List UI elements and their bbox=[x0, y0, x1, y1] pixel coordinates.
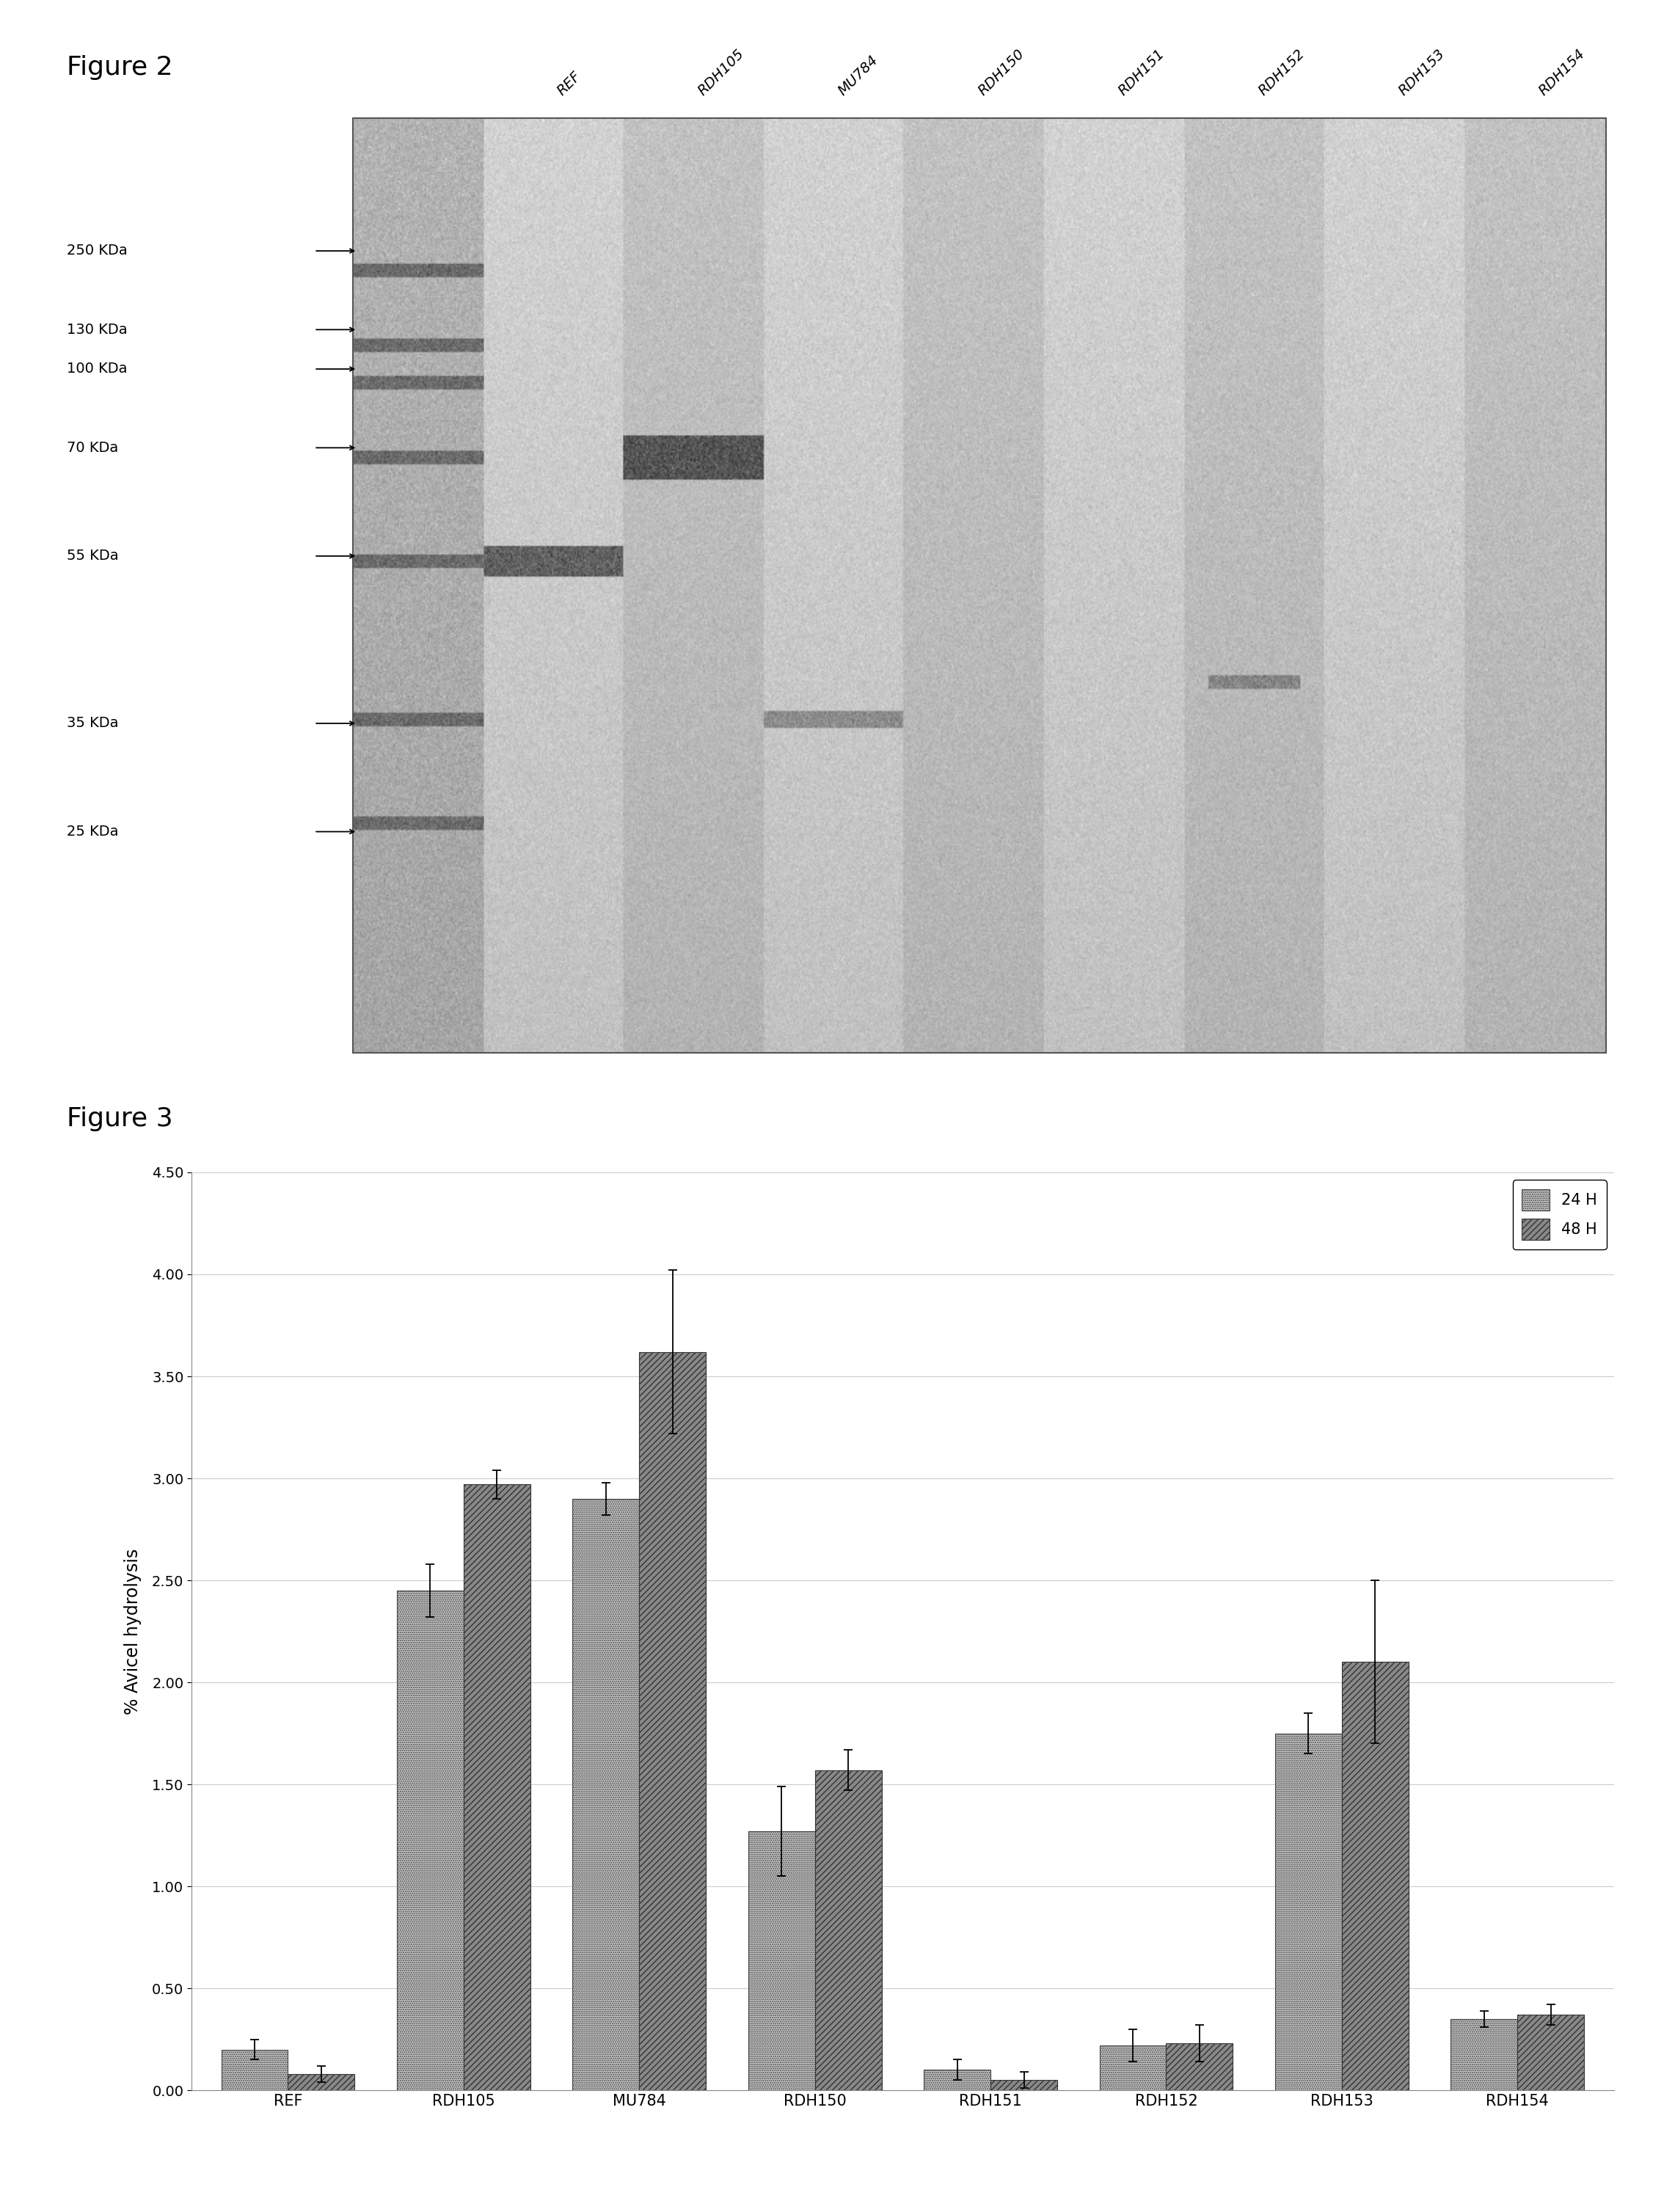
Bar bbox=[1518, 2015, 1584, 2090]
Text: 100 KDa: 100 KDa bbox=[67, 363, 126, 376]
Bar bbox=[749, 1832, 815, 2090]
Text: 250 KDa: 250 KDa bbox=[67, 243, 126, 259]
Text: RDH154: RDH154 bbox=[1536, 46, 1587, 97]
Text: 25 KDa: 25 KDa bbox=[67, 825, 118, 838]
Text: REF: REF bbox=[554, 69, 584, 97]
Bar bbox=[924, 2070, 990, 2090]
Bar bbox=[572, 1500, 639, 2090]
Bar bbox=[815, 1770, 882, 2090]
Bar bbox=[1100, 2046, 1166, 2090]
Bar bbox=[1451, 2020, 1518, 2090]
Bar bbox=[990, 2079, 1057, 2090]
Text: Figure 3: Figure 3 bbox=[67, 1106, 173, 1130]
Text: RDH105: RDH105 bbox=[696, 46, 747, 97]
Bar bbox=[1341, 1661, 1408, 2090]
Bar bbox=[288, 2075, 354, 2090]
Text: RDH153: RDH153 bbox=[1396, 46, 1448, 97]
Bar bbox=[353, 117, 1606, 1053]
Bar bbox=[221, 2051, 288, 2090]
Text: 35 KDa: 35 KDa bbox=[67, 717, 118, 730]
Bar bbox=[1275, 1734, 1341, 2090]
Y-axis label: % Avicel hydrolysis: % Avicel hydrolysis bbox=[125, 1548, 141, 1714]
Text: Figure 2: Figure 2 bbox=[67, 55, 173, 80]
Text: RDH152: RDH152 bbox=[1256, 46, 1308, 97]
Text: MU784: MU784 bbox=[835, 53, 880, 97]
Bar bbox=[464, 1484, 531, 2090]
Text: RDH150: RDH150 bbox=[975, 46, 1027, 97]
Text: 70 KDa: 70 KDa bbox=[67, 440, 118, 456]
Bar bbox=[639, 1352, 706, 2090]
Bar bbox=[398, 1590, 464, 2090]
Legend: 24 H, 48 H: 24 H, 48 H bbox=[1513, 1179, 1606, 1250]
Text: 55 KDa: 55 KDa bbox=[67, 549, 118, 564]
Text: 130 KDa: 130 KDa bbox=[67, 323, 126, 336]
Text: RDH151: RDH151 bbox=[1115, 46, 1166, 97]
Bar bbox=[1166, 2044, 1233, 2090]
